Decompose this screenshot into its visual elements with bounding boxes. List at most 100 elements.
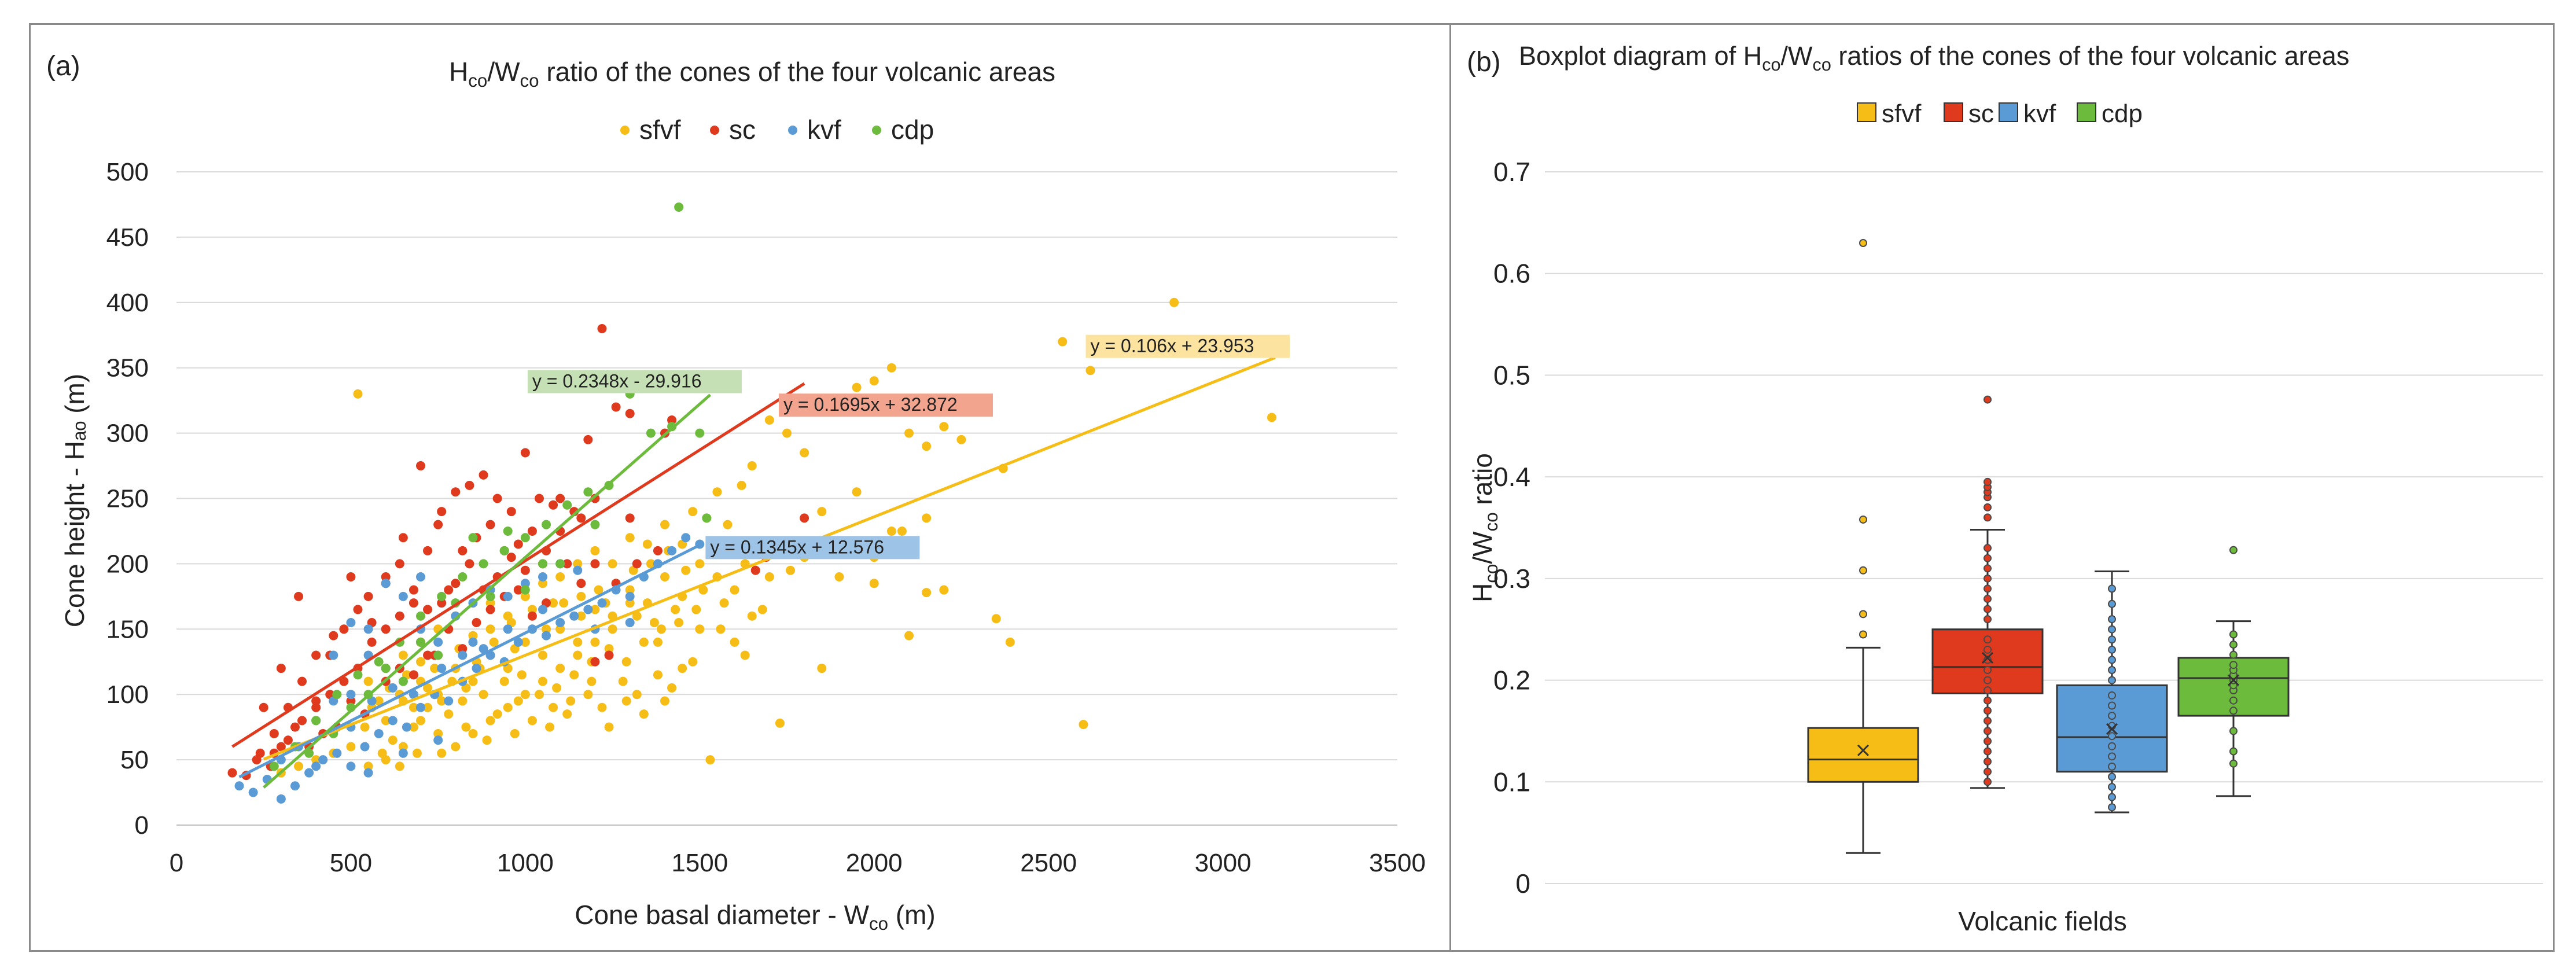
data-point-sfvf	[782, 428, 792, 438]
data-point-sc	[506, 553, 516, 562]
data-point-sc	[1983, 554, 1992, 562]
data-point-sc	[409, 585, 418, 595]
data-point-kvf	[329, 650, 338, 660]
data-point-cdp	[2229, 641, 2238, 649]
data-point-kvf	[2108, 584, 2116, 593]
data-point-sc	[1983, 574, 1992, 583]
data-point-cdp	[485, 591, 495, 601]
panel-divider	[1449, 23, 1451, 952]
x-tick-label: 3500	[1369, 849, 1426, 877]
y-tick-label: 0.2	[1493, 665, 1530, 695]
data-point-sfvf	[691, 605, 701, 614]
data-point-kvf	[360, 742, 370, 752]
data-point-sfvf	[817, 664, 827, 673]
data-point-sfvf	[538, 579, 547, 588]
data-point-kvf	[2108, 599, 2116, 608]
subscript-text: co	[1813, 55, 1831, 75]
data-point-sfvf	[705, 755, 715, 765]
data-point-kvf	[346, 761, 356, 771]
data-point-sc	[339, 624, 349, 634]
data-point-sc	[416, 461, 425, 471]
data-point-sfvf	[653, 637, 663, 647]
data-point-kvf	[416, 702, 425, 712]
data-point-sc	[520, 565, 530, 575]
y-tick-label: 200	[106, 550, 149, 578]
text-segment: /W	[1467, 531, 1497, 564]
data-point-sfvf	[479, 690, 488, 700]
data-point-sfvf	[671, 605, 680, 614]
data-point-sc	[458, 644, 468, 654]
data-point-sc	[1983, 737, 1992, 745]
data-point-sfvf	[642, 539, 652, 549]
data-point-sfvf	[430, 664, 440, 673]
data-point-sfvf	[1169, 297, 1179, 307]
data-point-kvf	[398, 591, 408, 601]
data-point-sfvf	[412, 748, 422, 758]
trendline-equation-sfvf: y = 0.106x + 23.953	[1090, 336, 1254, 356]
text-segment: (m)	[888, 900, 936, 930]
data-point-sfvf	[678, 664, 687, 673]
data-point-kvf	[311, 761, 321, 771]
data-point-sc	[259, 702, 268, 712]
data-point-sfvf	[608, 624, 617, 634]
data-point-kvf	[2108, 701, 2116, 710]
y-tick-label: 100	[106, 680, 149, 709]
y-tick-label: 0.7	[1493, 157, 1530, 187]
data-point-kvf	[2108, 772, 2116, 781]
data-point-kvf	[472, 664, 481, 673]
legend-swatch-cdp	[2077, 102, 2096, 122]
data-point-kvf	[388, 683, 398, 693]
data-point-sc	[1983, 635, 1992, 644]
data-point-kvf	[2108, 762, 2116, 771]
data-point-sfvf	[549, 702, 558, 712]
data-point-sfvf	[618, 676, 628, 686]
data-point-kvf	[318, 755, 328, 765]
data-point-sfvf	[353, 389, 363, 399]
data-point-sfvf	[786, 565, 796, 575]
data-point-sc	[252, 755, 262, 765]
data-point-kvf	[416, 572, 425, 581]
data-point-kvf	[468, 637, 478, 647]
data-point-sc	[329, 631, 338, 641]
data-point-sc	[339, 676, 349, 686]
data-point-kvf	[409, 690, 418, 700]
data-point-kvf	[276, 794, 286, 804]
data-point-kvf	[667, 546, 677, 555]
data-point-sfvf	[1859, 630, 1867, 639]
data-point-kvf	[625, 591, 635, 601]
data-point-sfvf	[800, 448, 809, 458]
mean-marker-sc	[1981, 652, 1994, 664]
data-point-sc	[398, 533, 408, 543]
data-point-sfvf	[499, 676, 509, 686]
data-point-sc	[750, 565, 760, 575]
data-point-cdp	[381, 664, 391, 673]
data-point-sc	[1983, 395, 1992, 404]
data-point-sc	[479, 470, 488, 480]
data-point-sc	[269, 728, 279, 738]
data-point-sfvf	[1859, 610, 1867, 619]
data-point-sc	[590, 494, 600, 503]
data-point-kvf	[433, 735, 443, 745]
y-tick-label: 250	[106, 485, 149, 513]
data-point-sfvf	[573, 559, 583, 569]
y-tick-label: 350	[106, 354, 149, 382]
data-point-sfvf	[451, 742, 461, 752]
data-point-kvf	[2108, 645, 2116, 654]
data-point-kvf	[332, 748, 342, 758]
data-point-sfvf	[433, 728, 443, 738]
data-point-sc	[1983, 477, 1992, 486]
data-point-sfvf	[852, 487, 862, 497]
data-point-sfvf	[416, 716, 425, 726]
data-point-sfvf	[294, 761, 303, 771]
data-point-kvf	[2108, 656, 2116, 664]
subscript-text: co	[520, 71, 539, 91]
data-point-kvf	[374, 728, 384, 738]
data-point-sfvf	[388, 735, 398, 745]
data-point-sc	[534, 494, 544, 503]
data-point-sc	[555, 494, 565, 503]
data-point-sfvf	[764, 415, 774, 425]
data-point-sc	[437, 507, 447, 517]
data-point-sfvf	[869, 579, 879, 588]
data-point-sfvf	[363, 676, 373, 686]
data-point-kvf	[2108, 793, 2116, 801]
